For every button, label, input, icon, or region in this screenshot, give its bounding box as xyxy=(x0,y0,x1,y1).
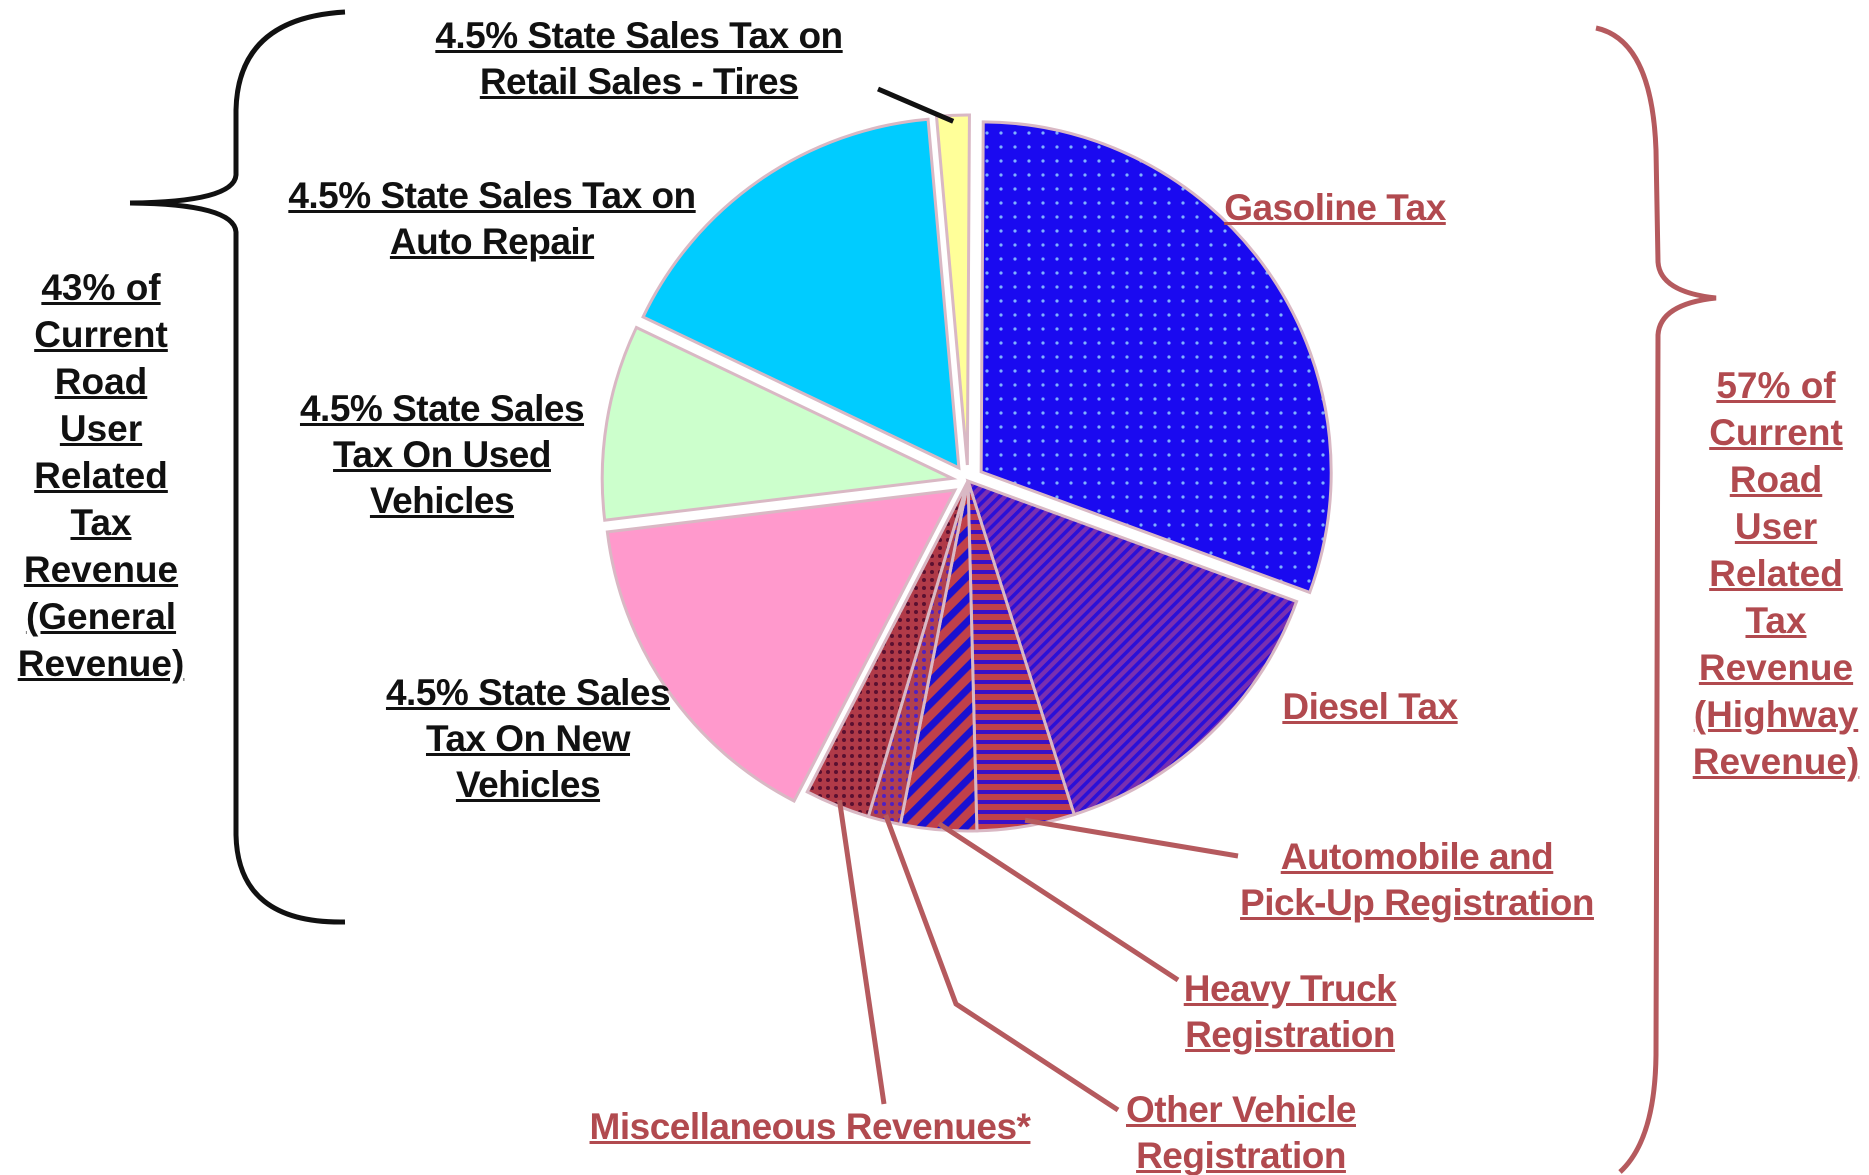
slice-4-5-state-sales-tax-on-used-vehicles xyxy=(600,325,958,522)
label-used-vehicles: 4.5% State Sales Tax On Used Vehicles xyxy=(299,388,585,521)
label-heavy-truck-registration: Heavy Truck Registration xyxy=(1183,968,1397,1055)
label-miscellaneous-revenues: Miscellaneous Revenues* xyxy=(589,1106,1031,1147)
left-bracket xyxy=(129,9,346,925)
general-revenue-caption: 43% of Current Road User Related Tax Rev… xyxy=(17,267,185,684)
label-new-vehicles: 4.5% State Sales Tax On New Vehicles xyxy=(385,672,671,805)
slice-miscellaneous-revenues xyxy=(805,480,970,819)
label-auto-repair: 4.5% State Sales Tax on Auto Repair xyxy=(288,175,696,262)
leader-line-automobile-and-pick-up-registration xyxy=(1024,817,1239,859)
slice-diesel-tax xyxy=(965,478,1299,817)
label-auto-pickup-registration: Automobile and Pick-Up Registration xyxy=(1240,836,1594,923)
label-other-vehicle-registration: Other Vehicle Registration xyxy=(1126,1089,1357,1175)
right-bracket xyxy=(1595,25,1717,1174)
leader-line-other-vehicle-registration xyxy=(883,814,1120,1113)
leader-line-4-5-state-sales-tax-on-retail-sales-tires xyxy=(877,86,955,124)
leader-line-miscellaneous-revenues xyxy=(836,799,887,1105)
slice-gasoline-tax xyxy=(979,120,1333,595)
slice-4-5-state-sales-tax-on-auto-repair xyxy=(641,117,961,471)
highway-revenue-caption: 57% of Current Road User Related Tax Rev… xyxy=(1692,365,1860,782)
label-retail-tires: 4.5% State Sales Tax on Retail Sales - T… xyxy=(435,15,843,102)
label-diesel-tax: Diesel Tax xyxy=(1282,686,1458,727)
leader-line-heavy-truck-registration xyxy=(937,821,1180,983)
label-gasoline-tax: Gasoline Tax xyxy=(1224,187,1446,228)
slice-4-5-state-sales-tax-on-new-vehicles xyxy=(605,488,958,804)
